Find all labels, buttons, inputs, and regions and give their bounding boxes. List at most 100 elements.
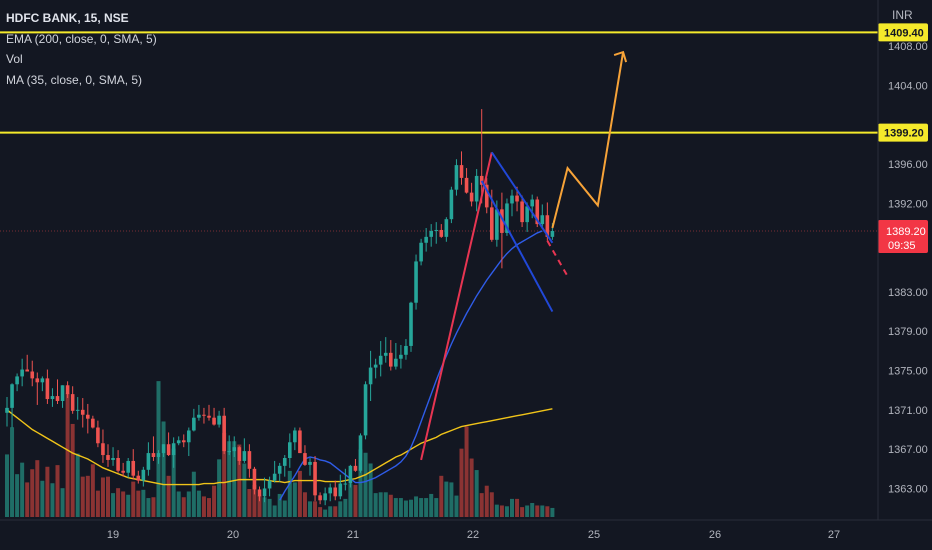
price-tick-label: 1367.00 bbox=[888, 444, 928, 456]
candle-body bbox=[414, 261, 418, 303]
volume-bar bbox=[181, 497, 186, 517]
volume-bar bbox=[60, 488, 65, 517]
volume-bar bbox=[70, 423, 75, 517]
candle-body bbox=[338, 483, 343, 497]
volume-bar bbox=[136, 490, 141, 517]
volume-bar bbox=[403, 500, 408, 517]
last-price-value: 1389.20 bbox=[886, 226, 926, 238]
legend-ma[interactable]: MA (35, close, 0, SMA, 5) bbox=[6, 72, 143, 87]
volume-bar bbox=[176, 491, 181, 517]
candle-body bbox=[65, 385, 70, 395]
candle-body bbox=[515, 195, 519, 202]
candle-body bbox=[272, 473, 277, 481]
volume-bar bbox=[469, 458, 474, 517]
channel-upper-line[interactable] bbox=[490, 151, 554, 244]
volume-bar bbox=[409, 499, 413, 517]
candle-body bbox=[429, 230, 433, 237]
candle-body bbox=[141, 469, 146, 481]
last-price-box[interactable] bbox=[878, 219, 928, 253]
candle-body bbox=[207, 415, 211, 418]
volume-bar bbox=[272, 505, 277, 517]
price-tick-label: 1363.00 bbox=[888, 483, 928, 495]
candle-body bbox=[500, 209, 504, 233]
candle-body bbox=[333, 487, 338, 497]
volume-bar bbox=[434, 498, 439, 517]
candle-body bbox=[131, 460, 136, 476]
candle-body bbox=[40, 378, 45, 383]
candle-body bbox=[146, 453, 151, 470]
volume-bar bbox=[277, 493, 282, 517]
flag-pole-line[interactable] bbox=[420, 152, 493, 461]
price-tick-label: 1371.00 bbox=[888, 405, 928, 417]
candle-body bbox=[86, 414, 90, 419]
volume-bar bbox=[373, 493, 378, 517]
candle-body bbox=[176, 440, 181, 444]
candle-body bbox=[181, 440, 186, 443]
volume-bar bbox=[186, 491, 191, 517]
volume-bar bbox=[212, 485, 217, 517]
price-axis[interactable]: 1363.00 1367.00 1371.00 1375.00 1379.00 1383.… bbox=[878, 0, 932, 550]
candle-body bbox=[60, 385, 65, 401]
horizontal-levels[interactable] bbox=[0, 31, 878, 232]
volume-bar bbox=[464, 426, 469, 517]
candle-body bbox=[55, 396, 60, 401]
volume-bar bbox=[45, 466, 50, 517]
candle-body bbox=[303, 453, 307, 465]
level-price-tag[interactable] bbox=[878, 123, 928, 142]
volume-bar bbox=[449, 482, 454, 517]
candle-body bbox=[30, 371, 35, 379]
volume-bar bbox=[439, 475, 444, 517]
candle-body bbox=[545, 215, 550, 237]
volume-bar bbox=[459, 448, 464, 517]
candle-body bbox=[80, 409, 85, 415]
level-price-tag[interactable] bbox=[878, 23, 928, 42]
candle-body bbox=[409, 302, 413, 346]
time-tick-label: 20 bbox=[227, 529, 239, 541]
volume-bar bbox=[338, 501, 343, 517]
volume-bar bbox=[247, 489, 252, 517]
candle-body bbox=[298, 430, 302, 454]
candle-body bbox=[247, 451, 252, 469]
volume-bar bbox=[201, 496, 206, 517]
volume-bar bbox=[414, 496, 419, 517]
candle-body bbox=[156, 453, 161, 458]
time-tick-label: 27 bbox=[828, 529, 840, 541]
volume-bar bbox=[75, 453, 80, 517]
legend-title[interactable]: HDFC BANK, 15, NSE bbox=[6, 11, 129, 25]
candle-body bbox=[550, 230, 555, 237]
candle-body bbox=[459, 165, 464, 178]
volume-bar bbox=[530, 503, 535, 517]
volume-bar bbox=[499, 505, 504, 517]
chart-legend: HDFC BANK, 15, NSE EMA (200, close, 0, S… bbox=[6, 8, 157, 90]
candle-body bbox=[479, 175, 484, 185]
drawings[interactable] bbox=[420, 50, 628, 461]
candle-body bbox=[222, 415, 226, 452]
candle-body bbox=[474, 175, 479, 202]
candle-body bbox=[464, 177, 469, 193]
ma-35-line bbox=[279, 230, 543, 501]
candle-body bbox=[96, 427, 100, 444]
volume-bar bbox=[297, 470, 302, 517]
volume-bar bbox=[388, 494, 393, 517]
legend-ema[interactable]: EMA (200, close, 0, SMA, 5) bbox=[6, 31, 157, 46]
candles bbox=[5, 109, 555, 506]
legend-vol[interactable]: Vol bbox=[6, 52, 23, 66]
candle-body bbox=[449, 189, 454, 220]
price-tick-label: 1404.00 bbox=[888, 81, 928, 93]
channel-lower-line[interactable] bbox=[480, 180, 554, 313]
volume-bar bbox=[292, 482, 297, 517]
volume-bar bbox=[282, 500, 287, 517]
candle-body bbox=[378, 355, 383, 365]
projection-path[interactable] bbox=[551, 51, 625, 229]
candle-body bbox=[520, 201, 524, 223]
volume-bar bbox=[196, 490, 201, 517]
volume-bar bbox=[454, 495, 459, 517]
volume-bar bbox=[252, 484, 257, 517]
candle-body bbox=[91, 418, 95, 428]
candle-body bbox=[70, 394, 75, 411]
dashed-extension-line[interactable] bbox=[546, 240, 569, 277]
currency-label: INR bbox=[892, 8, 913, 22]
volume-bar bbox=[479, 493, 484, 517]
